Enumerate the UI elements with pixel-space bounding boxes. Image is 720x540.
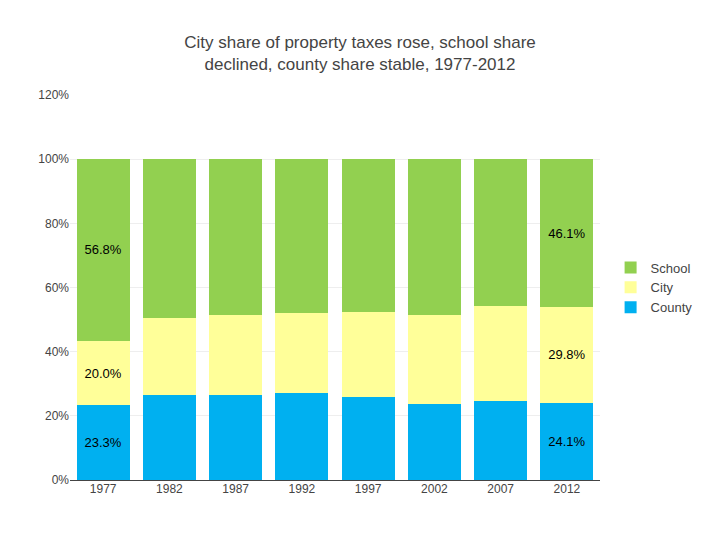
svg-text:School: School <box>651 261 691 276</box>
svg-text:56.8%: 56.8% <box>84 242 121 257</box>
svg-text:29.8%: 29.8% <box>548 347 585 362</box>
svg-text:1977: 1977 <box>90 482 117 496</box>
svg-text:1997: 1997 <box>355 482 382 496</box>
svg-text:1987: 1987 <box>222 482 249 496</box>
svg-text:40%: 40% <box>45 345 69 359</box>
svg-text:1992: 1992 <box>289 482 316 496</box>
svg-text:100%: 100% <box>38 152 69 166</box>
svg-text:1982: 1982 <box>156 482 183 496</box>
svg-text:City: City <box>651 280 674 295</box>
svg-text:23.3%: 23.3% <box>84 435 121 450</box>
svg-text:0%: 0% <box>52 473 70 487</box>
svg-text:120%: 120% <box>38 88 69 102</box>
svg-text:City share of property taxes r: City share of property taxes rose, schoo… <box>184 33 536 74</box>
svg-text:2012: 2012 <box>554 482 581 496</box>
svg-text:2002: 2002 <box>421 482 448 496</box>
svg-text:20%: 20% <box>45 409 69 423</box>
svg-text:24.1%: 24.1% <box>548 434 585 449</box>
svg-text:46.1%: 46.1% <box>548 226 585 241</box>
svg-text:County: County <box>651 300 693 315</box>
svg-text:20.0%: 20.0% <box>84 366 121 381</box>
svg-text:60%: 60% <box>45 281 69 295</box>
svg-text:2007: 2007 <box>487 482 514 496</box>
svg-text:80%: 80% <box>45 217 69 231</box>
